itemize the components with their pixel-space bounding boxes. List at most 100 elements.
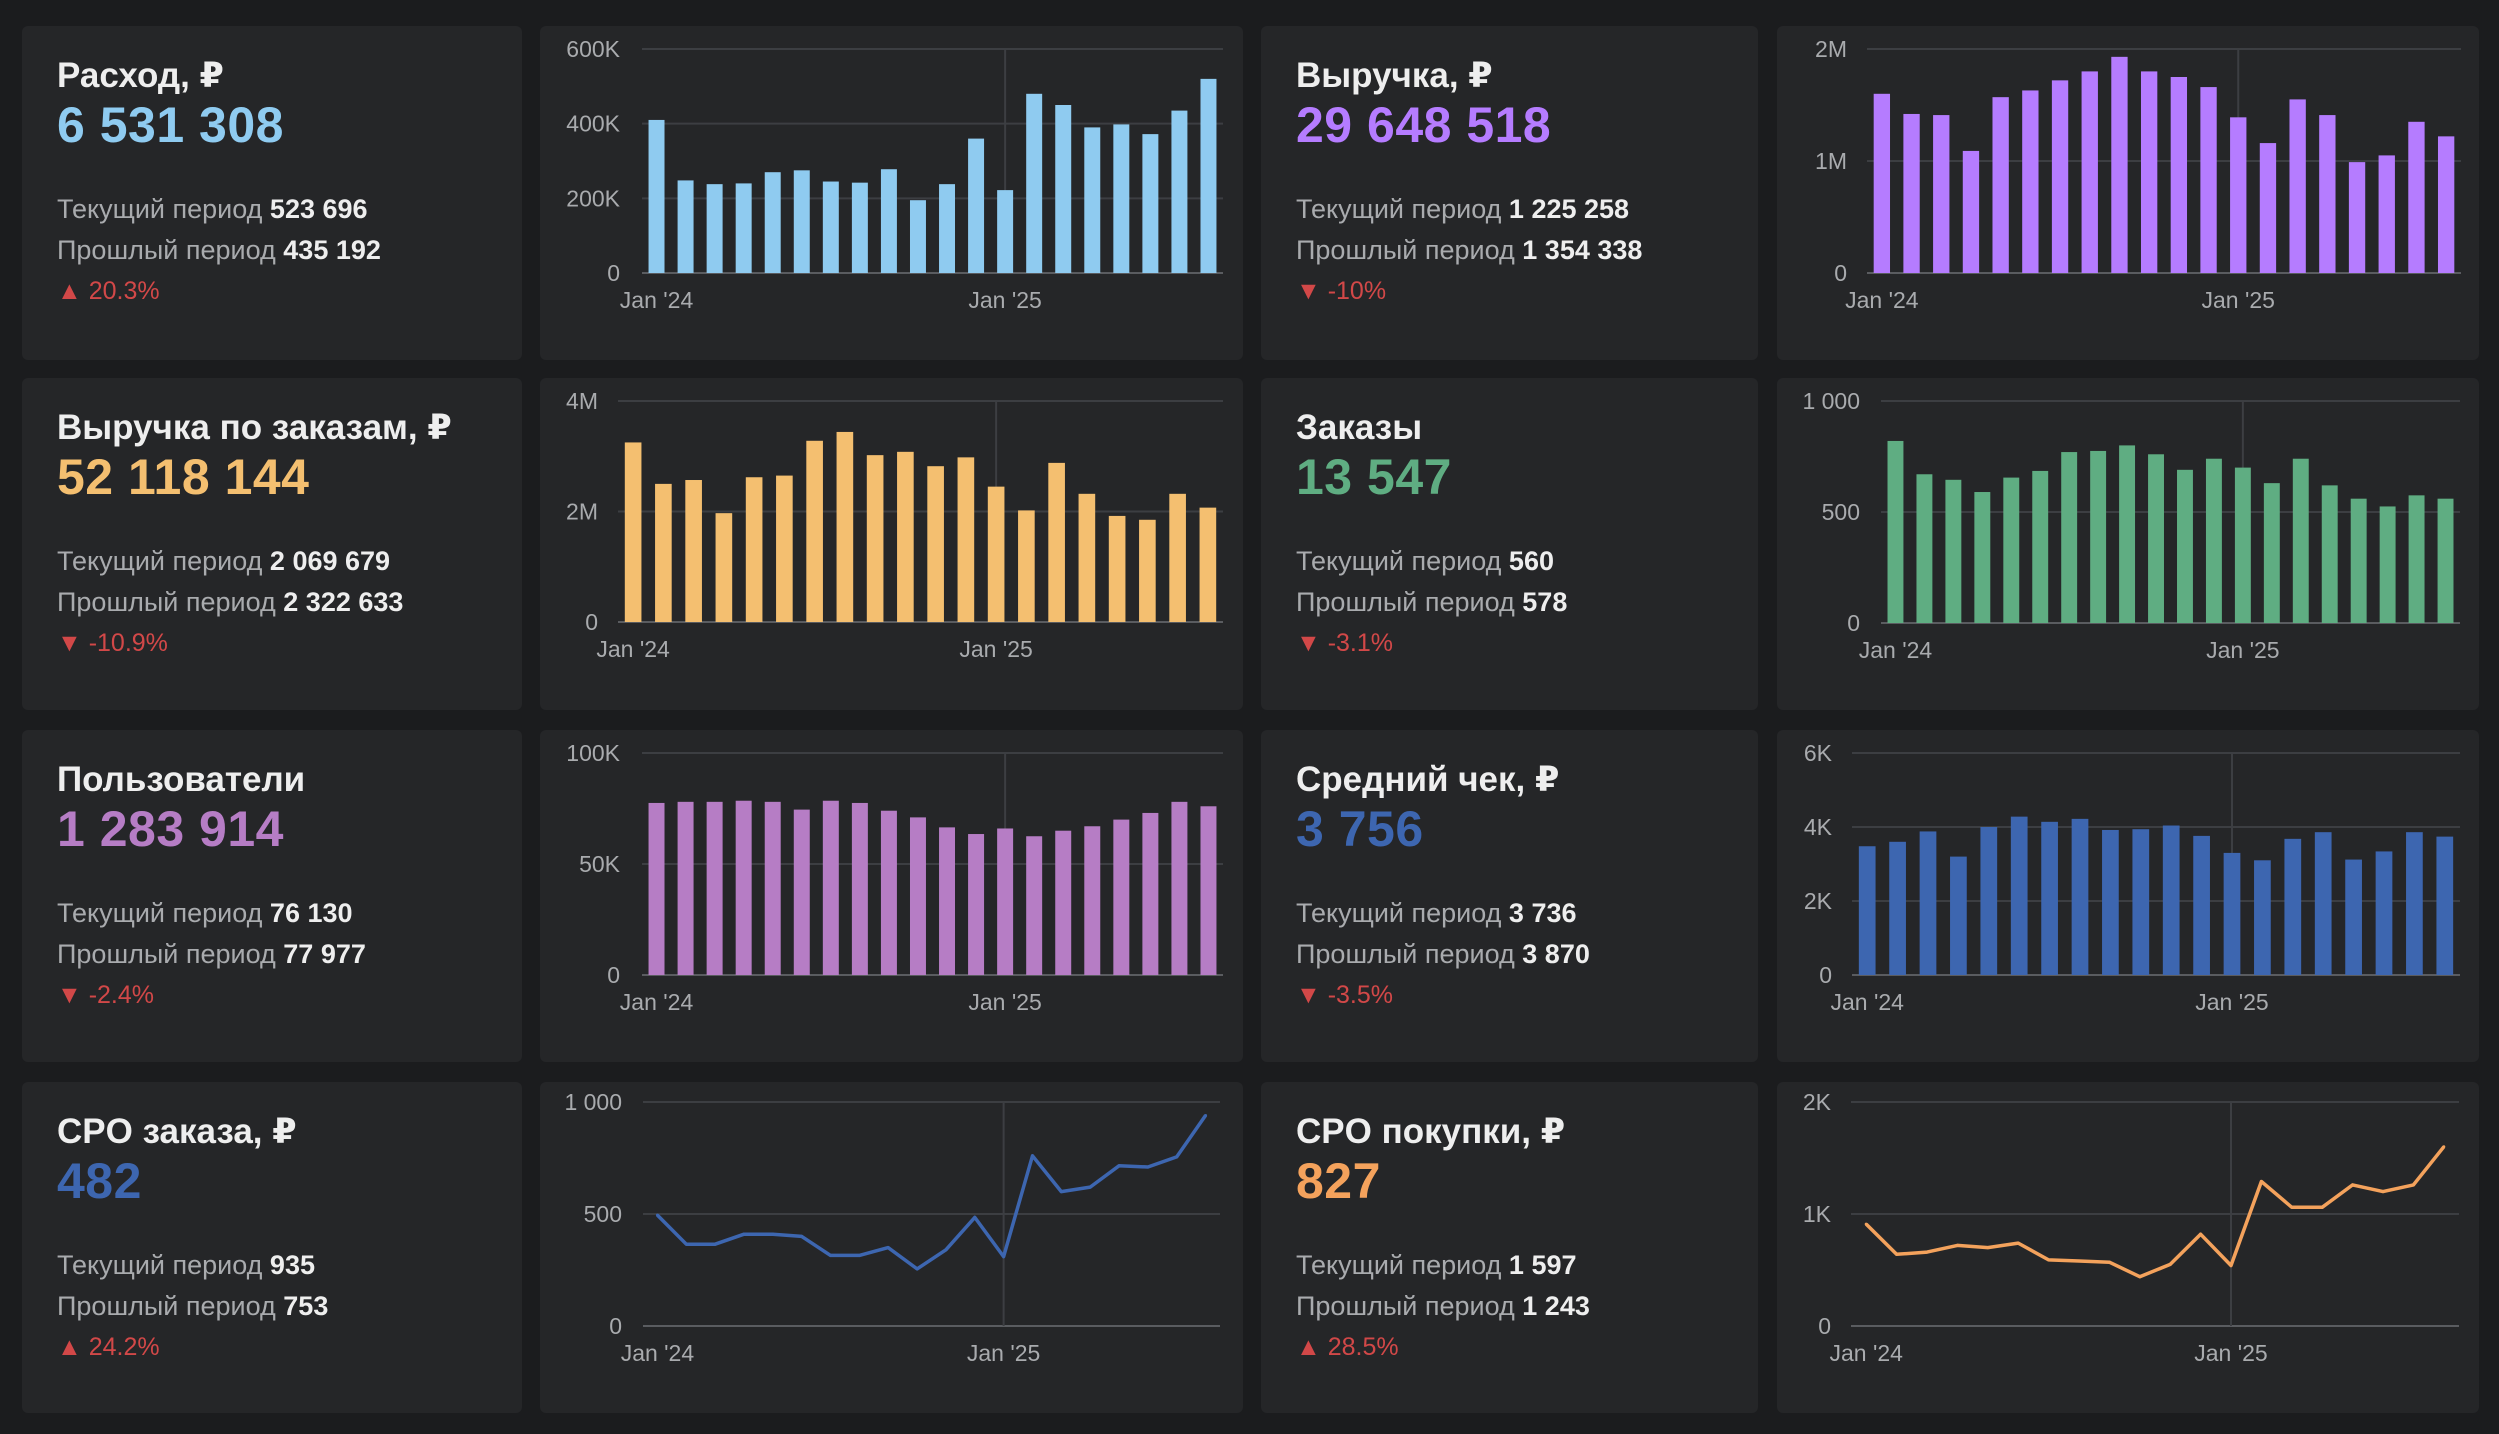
bar[interactable]	[2205, 458, 2222, 623]
data-point[interactable]	[2047, 1258, 2051, 1262]
bar[interactable]	[1084, 826, 1101, 975]
bar[interactable]	[2148, 454, 2164, 623]
data-point[interactable]	[655, 1213, 659, 1217]
bar[interactable]	[624, 442, 642, 622]
bar[interactable]	[1992, 97, 2009, 273]
bar[interactable]	[880, 810, 897, 975]
bar[interactable]	[1200, 806, 1217, 975]
data-point[interactable]	[886, 1246, 890, 1250]
data-point[interactable]	[2199, 1232, 2203, 1236]
bar[interactable]	[2379, 506, 2396, 623]
data-point[interactable]	[1204, 1113, 1208, 1117]
bar[interactable]	[1974, 492, 1991, 623]
bar[interactable]	[939, 827, 956, 975]
data-point[interactable]	[2381, 1190, 2385, 1194]
bar[interactable]	[1084, 127, 1101, 274]
data-point[interactable]	[2442, 1145, 2446, 1149]
data-point[interactable]	[771, 1232, 775, 1236]
bar[interactable]	[2234, 467, 2251, 623]
data-point[interactable]	[2107, 1260, 2111, 1264]
bar[interactable]	[851, 182, 868, 273]
bar[interactable]	[909, 200, 926, 273]
data-point[interactable]	[800, 1234, 804, 1238]
bar[interactable]	[897, 451, 914, 622]
data-point[interactable]	[1117, 1164, 1121, 1168]
bar[interactable]	[1113, 819, 1130, 975]
bar[interactable]	[968, 138, 985, 273]
data-point[interactable]	[742, 1232, 746, 1236]
bar[interactable]	[2003, 477, 2020, 623]
bar[interactable]	[806, 440, 823, 622]
bar[interactable]	[1026, 93, 1043, 273]
bar[interactable]	[764, 801, 781, 975]
bar[interactable]	[2032, 470, 2049, 623]
bar[interactable]	[648, 119, 665, 273]
bar[interactable]	[1858, 846, 1876, 975]
bar[interactable]	[2289, 99, 2306, 274]
bar[interactable]	[2350, 498, 2367, 623]
bar[interactable]	[997, 828, 1014, 975]
bar[interactable]	[648, 802, 665, 975]
data-point[interactable]	[1864, 1222, 1868, 1226]
bar[interactable]	[2162, 825, 2180, 975]
data-point[interactable]	[1088, 1185, 1092, 1189]
bar[interactable]	[1139, 519, 1156, 622]
bar[interactable]	[927, 466, 944, 622]
bar[interactable]	[715, 513, 733, 622]
bar[interactable]	[2223, 852, 2241, 975]
bar[interactable]	[2321, 485, 2338, 623]
bar[interactable]	[685, 480, 702, 622]
bar[interactable]	[2263, 483, 2280, 623]
data-point[interactable]	[1986, 1246, 1990, 1250]
bar[interactable]	[1055, 105, 1072, 273]
data-point[interactable]	[2077, 1259, 2081, 1263]
bar[interactable]	[1169, 493, 1186, 622]
bar[interactable]	[1945, 479, 1962, 623]
bar[interactable]	[1142, 134, 1159, 273]
bar[interactable]	[2375, 851, 2393, 975]
data-point[interactable]	[1895, 1252, 1899, 1256]
bar[interactable]	[1171, 801, 1188, 975]
bar[interactable]	[2345, 859, 2362, 975]
bar[interactable]	[1108, 515, 1126, 622]
bar[interactable]	[735, 183, 752, 273]
bar[interactable]	[1171, 110, 1188, 273]
bar[interactable]	[793, 809, 810, 975]
data-point[interactable]	[857, 1253, 861, 1257]
bar[interactable]	[1873, 93, 1891, 273]
bar[interactable]	[1962, 150, 1980, 273]
data-point[interactable]	[2016, 1241, 2020, 1245]
data-point[interactable]	[2411, 1183, 2415, 1187]
bar[interactable]	[2348, 162, 2366, 273]
bar[interactable]	[1048, 462, 1065, 622]
bar[interactable]	[655, 483, 672, 622]
bar[interactable]	[2010, 816, 2028, 975]
data-point[interactable]	[2168, 1262, 2172, 1266]
bar[interactable]	[1200, 78, 1217, 273]
bar[interactable]	[2081, 71, 2098, 274]
bar[interactable]	[1950, 856, 1967, 975]
bar[interactable]	[1199, 507, 1217, 622]
bar[interactable]	[2259, 143, 2277, 273]
bar[interactable]	[1980, 827, 1998, 975]
data-point[interactable]	[2290, 1205, 2294, 1209]
bar[interactable]	[822, 181, 839, 273]
bar[interactable]	[2200, 87, 2217, 273]
bar[interactable]	[2437, 136, 2455, 273]
bar[interactable]	[745, 477, 763, 622]
bar[interactable]	[2140, 71, 2158, 274]
bar[interactable]	[822, 800, 839, 975]
data-point[interactable]	[915, 1267, 919, 1271]
bar[interactable]	[2378, 155, 2395, 273]
series-line[interactable]	[1864, 1145, 2446, 1279]
bar[interactable]	[851, 802, 868, 975]
data-point[interactable]	[2351, 1183, 2355, 1187]
bar[interactable]	[2022, 90, 2039, 273]
data-point[interactable]	[1059, 1190, 1063, 1194]
bar[interactable]	[2111, 56, 2128, 274]
bar[interactable]	[2193, 835, 2210, 975]
bar[interactable]	[776, 475, 793, 622]
bar[interactable]	[1889, 841, 1906, 975]
data-point[interactable]	[1030, 1154, 1034, 1158]
bar[interactable]	[2292, 458, 2309, 623]
